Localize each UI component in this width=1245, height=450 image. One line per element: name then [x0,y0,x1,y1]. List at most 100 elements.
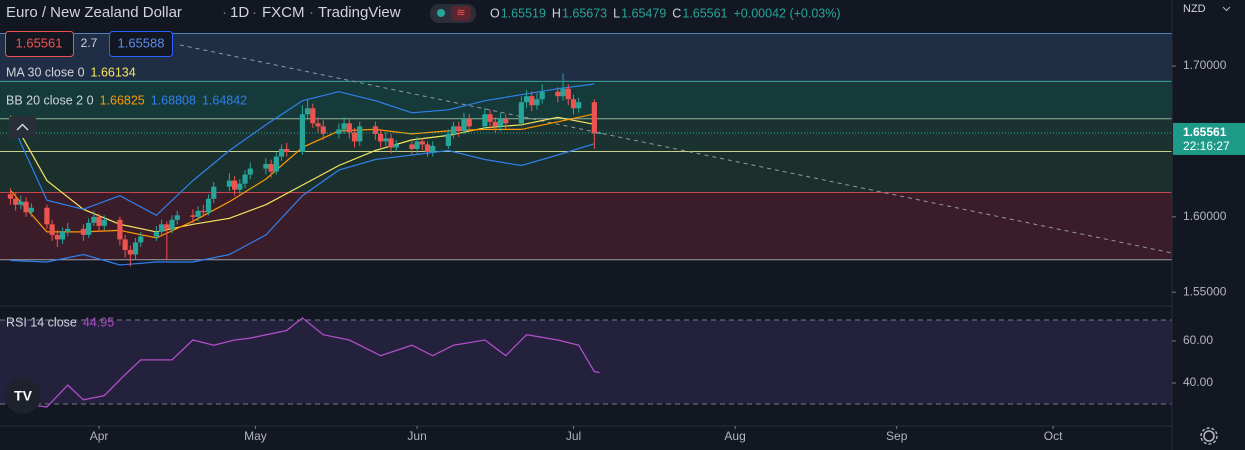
ohlc-label: H [552,6,561,20]
settings-gear [1200,427,1218,445]
buy-button[interactable] [109,31,173,57]
candle-body [430,145,436,152]
collapse-icon [16,123,29,131]
candle-body [28,207,34,213]
candle-body [372,126,378,134]
price-change: +0.00042 (+0.03%) [734,6,841,20]
level-zone [0,33,1172,82]
level-zone [0,192,1172,260]
candle-body [247,168,253,175]
logo-badge[interactable] [5,378,41,414]
candle-body [393,144,399,148]
plot-area [0,44,1173,408]
x-tick-label: May [244,429,267,443]
indicator-label: BB 20 close 2 0 [6,93,94,107]
candle-body [310,108,316,124]
candle-body [482,114,488,127]
x-tick-label: Sep [886,429,908,443]
y-tick-label: 1.60000 [1183,209,1227,223]
candle-body [153,231,160,237]
indicator-line [9,115,595,233]
candle-body [195,210,201,217]
candle-body [419,141,425,145]
candle-body [122,239,128,250]
price-tag-label: 1.65561 [1183,125,1227,139]
candle-body [284,148,290,152]
candle-body [205,198,212,213]
ohlc-value: 1.65479 [621,6,666,20]
indicator-value: 44.95 [83,315,114,329]
symbol: Euro / New Zealand Dollar [6,4,182,21]
candle-body [54,234,60,240]
candle-body [560,88,566,97]
ohlc-legend: O 1.65519 H 1.65673 L 1.65479 C 1.65561 +0.00042… [490,6,841,20]
collapse-button[interactable] [9,116,36,138]
level-zone [0,81,1172,119]
candle-body [164,224,170,229]
trend-line [179,44,1173,254]
separator: · [252,4,257,21]
indicator-line [9,83,595,217]
candle-body [7,194,14,199]
price-tag [1173,122,1245,155]
candle-body [59,231,66,240]
candle-body [591,102,597,134]
candle-body [487,114,493,122]
x-tick-label: Oct [1044,429,1063,443]
zones [0,32,1172,405]
candle-body [237,183,243,190]
candle-body [138,236,144,243]
candle-body [200,210,206,213]
candle-body [299,114,305,152]
candle-body [132,242,139,255]
candle-body [91,216,97,223]
x-tick-label: Jul [566,429,581,443]
candle-body [127,249,133,255]
candle-body [497,118,504,127]
candle-body [226,180,232,187]
x-tick-label: Aug [724,429,745,443]
sell-button[interactable] [5,31,74,57]
candle-body [169,219,175,229]
candle-body [461,118,467,131]
candle-body [65,228,71,232]
currency[interactable]: NZD [1183,3,1206,15]
rsi-y-tick-label: 40.00 [1183,375,1213,389]
level-zone [0,151,1172,193]
platform: TradingView [318,4,401,21]
candle-body [80,228,87,235]
candle-body [18,201,24,205]
market-icon[interactable] [451,6,471,21]
candle-body [315,123,321,127]
candle-body [539,91,545,100]
y-tick-label: 1.70000 [1183,58,1227,72]
candle-body [466,118,472,127]
candle-body [86,222,92,235]
spread: 2.7 [81,36,98,50]
candle-body [450,126,457,134]
candle-body [242,174,248,184]
sell-price[interactable]: 1.65561 [16,35,63,50]
candle-body [320,126,326,134]
ohlc-value: 1.65561 [682,6,727,20]
candle-body [414,141,420,149]
buy-price[interactable]: 1.65588 [118,35,165,50]
currency-chevron[interactable] [1222,6,1231,12]
candle-body [304,108,311,115]
candle-body [23,201,29,213]
candle-body [357,126,363,142]
candle-body [336,129,342,134]
logo: TV [14,388,33,404]
candle-body [190,215,196,217]
candle-body [383,138,389,142]
candle-body [523,96,530,103]
candle-body [13,198,19,205]
candle-body [570,99,577,109]
source: FXCM [262,4,305,21]
indicator-legend: MA 30 close 0 1.66134 BB 20 close 2 0 1.668… [6,65,247,329]
market-icon-glyph: ≋ [456,7,465,19]
settings-button[interactable] [1203,430,1215,442]
candle-body [346,123,352,133]
candle-body [232,180,238,190]
